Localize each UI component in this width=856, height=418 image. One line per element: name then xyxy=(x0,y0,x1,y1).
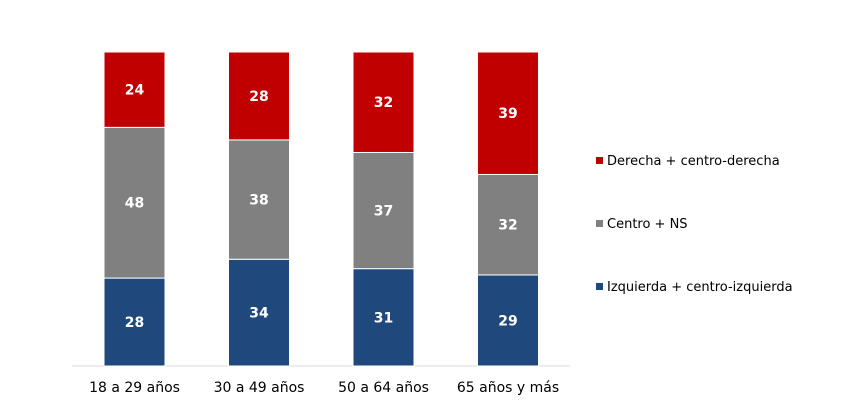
bar-segment-izquierda-centro-izquierda-1 xyxy=(228,258,290,367)
legend-label-centro-ns: Centro + NS xyxy=(607,217,688,232)
legend-swatch-izquierda-centro-izquierda xyxy=(596,283,603,290)
x-tick-label-1: 30 a 49 años xyxy=(214,380,305,396)
data-label-centro-ns-3: 32 xyxy=(498,218,517,234)
data-label-centro-ns-1: 38 xyxy=(249,193,268,209)
data-label-centro-ns-0: 48 xyxy=(125,196,144,212)
legend: Derecha + centro-derecha Centro + NS Izqui… xyxy=(596,154,793,295)
bar-segment-centro-ns-0 xyxy=(103,126,166,279)
x-tick-label-0: 18 a 29 años xyxy=(89,380,180,396)
bar-segment-derecha-centro-derecha-2 xyxy=(352,51,415,153)
bar-segment-izquierda-centro-izquierda-3 xyxy=(477,274,539,367)
legend-label-izquierda-centro-izquierda: Izquierda + centro-izquierda xyxy=(607,280,793,295)
legend-swatch-centro-ns xyxy=(596,220,603,227)
data-label-izquierda-centro-izquierda-1: 34 xyxy=(249,306,269,322)
bars-group: 28 48 24 34 38 28 31 37 32 29 32 39 xyxy=(103,51,539,367)
data-label-izquierda-centro-izquierda-2: 31 xyxy=(374,310,393,326)
data-label-derecha-centro-derecha-0: 24 xyxy=(125,83,145,99)
bar-segment-centro-ns-3 xyxy=(477,173,539,276)
data-label-centro-ns-2: 37 xyxy=(374,204,393,220)
data-label-derecha-centro-derecha-3: 39 xyxy=(498,106,517,122)
bar-segment-izquierda-centro-izquierda-2 xyxy=(352,268,415,367)
legend-label-derecha-centro-derecha: Derecha + centro-derecha xyxy=(607,154,780,169)
data-label-derecha-centro-derecha-1: 28 xyxy=(249,89,268,105)
bar-segment-izquierda-centro-izquierda-0 xyxy=(103,277,166,367)
bar-segment-derecha-centro-derecha-1 xyxy=(228,51,290,141)
bar-segment-centro-ns-2 xyxy=(352,151,415,270)
data-label-izquierda-centro-izquierda-3: 29 xyxy=(498,313,517,329)
legend-swatch-derecha-centro-derecha xyxy=(596,157,603,164)
x-tick-label-2: 50 a 64 años xyxy=(338,380,429,396)
data-label-derecha-centro-derecha-2: 32 xyxy=(374,95,393,111)
x-tick-labels: 18 a 29 años 30 a 49 años 50 a 64 años 65 a… xyxy=(89,380,559,396)
x-tick-label-3: 65 años y más xyxy=(457,380,559,396)
bar-segment-derecha-centro-derecha-3 xyxy=(477,51,539,175)
bar-segment-derecha-centro-derecha-0 xyxy=(103,51,166,128)
data-label-izquierda-centro-izquierda-0: 28 xyxy=(125,315,144,331)
bar-segment-centro-ns-1 xyxy=(228,139,290,260)
